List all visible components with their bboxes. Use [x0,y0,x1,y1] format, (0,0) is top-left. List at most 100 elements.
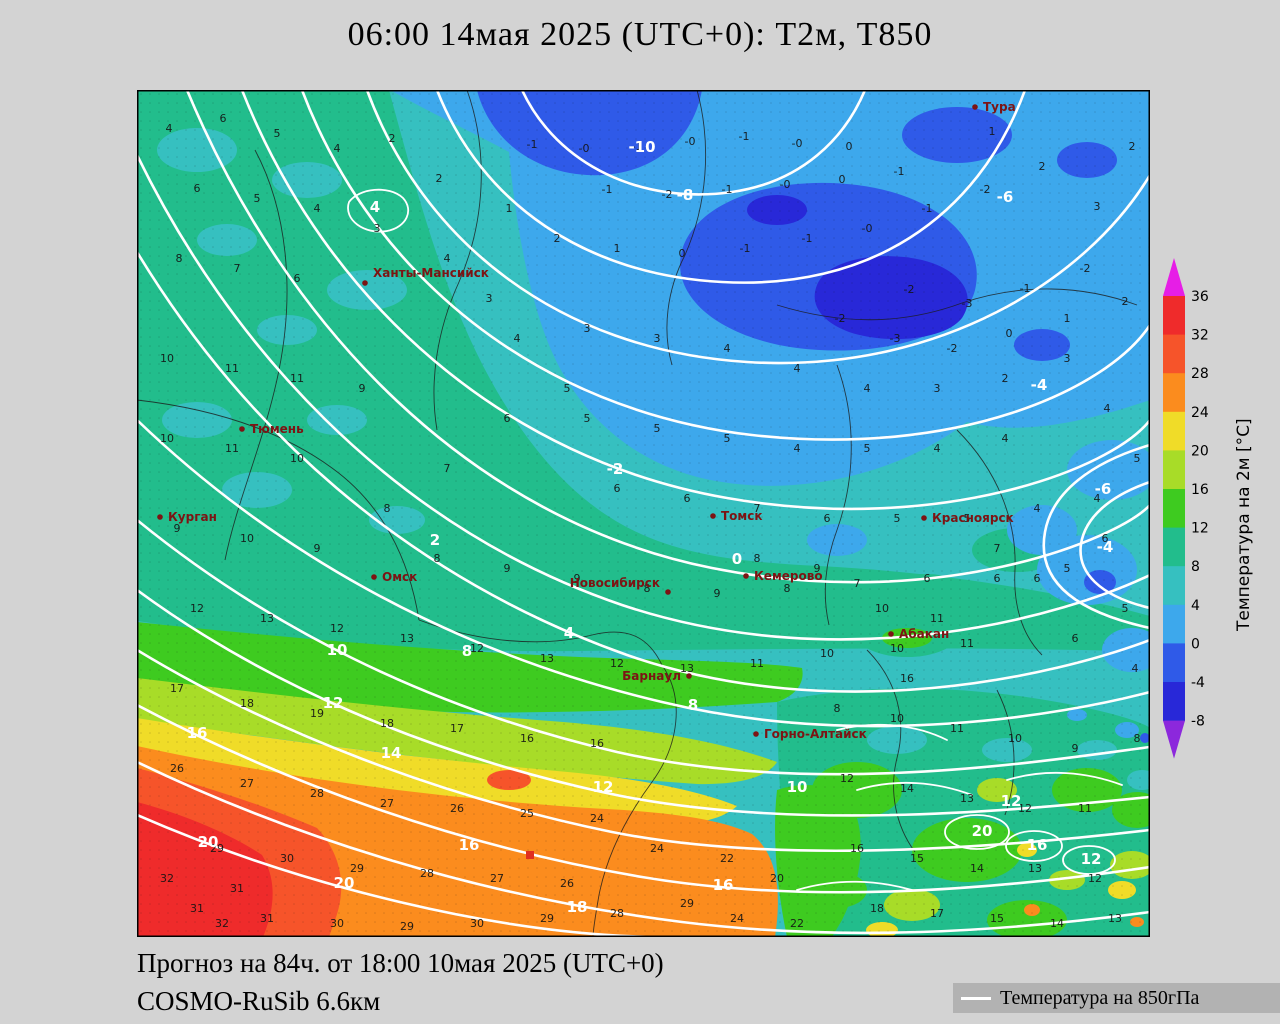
t2m-value: -0 [685,135,696,148]
t2m-value: 16 [900,672,914,685]
t850-contour-label: 20 [972,822,993,840]
t2m-value: 6 [504,412,511,425]
t2m-value: 17 [170,682,184,695]
t2m-value: 18 [240,697,254,710]
t2m-value: 30 [330,917,344,930]
t2m-value: 13 [260,612,274,625]
t2m-value: 11 [225,362,239,375]
t2m-value: 4 [314,202,321,215]
t2m-value: 2 [1002,372,1009,385]
t2m-value: 11 [960,637,974,650]
colorbar-segment [1163,682,1185,722]
colorbar-segment [1163,373,1185,413]
t2m-value: 30 [280,852,294,865]
city-label: Новосибирск [570,576,660,590]
t2m-value: 17 [450,722,464,735]
t2m-value: -3 [890,332,901,345]
t2m-value: -0 [862,222,873,235]
t2m-value: -2 [980,183,991,196]
colorbar-segment [1163,450,1185,490]
t2m-value: 32 [215,917,229,930]
t2m-value: 4 [864,382,871,395]
t2m-value: 31 [260,912,274,925]
t850-contour-label: 20 [198,833,219,851]
t2m-value: 8 [434,552,441,565]
t2m-value: 6 [614,482,621,495]
t2m-value: 29 [400,920,414,933]
t2m-value: 29 [350,862,364,875]
city-dot [710,513,716,519]
t2m-value: 12 [610,657,624,670]
t2m-value: 6 [924,572,931,585]
t2m-value: 2 [436,172,443,185]
t2m-value: 31 [230,882,244,895]
t2m-value: -2 [835,312,846,325]
t2m-value: 13 [1028,862,1042,875]
t2m-value: 16 [850,842,864,855]
t2m-value: 11 [750,657,764,670]
t2m-value: 6 [220,112,227,125]
t2m-value: -1 [602,183,613,196]
t2m-value: -1 [740,242,751,255]
city-dot [157,514,163,520]
city-dot [888,631,894,637]
t2m-value: 2 [554,232,561,245]
t2m-value: 3 [486,292,493,305]
t2m-value: 3 [934,382,941,395]
t2m-value: -1 [632,140,643,153]
t850-contour-label: 4 [370,198,380,216]
contour-labels-layer: -10-8 -6-4-202448810101212121416161618202… [187,138,1114,916]
colorbar-tick: 24 [1191,405,1209,421]
city-label: Курган [168,510,217,524]
t850-contour-label: 4 [564,624,574,642]
t2m-value: 5 [724,432,731,445]
t2m-value: -2 [904,283,915,296]
t2m-value: 11 [225,442,239,455]
t850-contour-label: -2 [607,460,624,478]
t2m-value: 1 [989,125,996,138]
t2m-value: 4 [1104,402,1111,415]
t2m-value: 1 [614,242,621,255]
t2m-value: 4 [166,122,173,135]
t2m-value: 9 [714,587,721,600]
colorbar-tick: 16 [1191,482,1209,498]
t2m-value: 24 [590,812,604,825]
t2m-value: 27 [380,797,394,810]
t2m-value: 11 [930,612,944,625]
t2m-value: 4 [934,442,941,455]
t2m-value: 1 [1064,312,1071,325]
t2m-value: 6 [1072,632,1079,645]
t2m-value: 0 [679,247,686,260]
t850-contour-label: -4 [1031,376,1048,394]
t2m-value: 4 [794,442,801,455]
colorbar-segment [1163,527,1185,567]
colorbar-tick: 36 [1191,289,1209,305]
t2m-value: 20 [770,872,784,885]
map-title: 06:00 14мая 2025 (UTC+0): Т2м, Т850 [347,16,933,53]
colorbar-axis-label: Температура на 2м [°C] [1234,418,1254,632]
t2m-value: 12 [1018,802,1032,815]
t2m-value: 5 [894,512,901,525]
t2m-value: 3 [374,222,381,235]
t2m-value: -2 [662,188,673,201]
city-dot [362,280,368,286]
t850-contour-label: 20 [334,874,355,892]
t2m-value: 3 [1064,352,1071,365]
t2m-value: 9 [1072,742,1079,755]
t2m-value: 7 [854,577,861,590]
t2m-value: 6 [994,572,1001,585]
model-info-line: COSMO-RuSib 6.6км [137,986,381,1016]
t2m-value: 10 [290,452,304,465]
contour-line-sample [961,996,991,1000]
t2m-value: 13 [1108,912,1122,925]
t2m-value: 10 [820,647,834,660]
colorbar-segment [1163,296,1185,336]
city-label: Ханты-Мансийск [373,266,489,280]
t2m-value: 6 [684,492,691,505]
t850-contour-label: -6 [997,188,1014,206]
t850-contour-label: 12 [323,694,344,712]
t2m-value: 11 [1078,802,1092,815]
t2m-value: 5 [584,412,591,425]
t850-contour-label: 10 [787,778,808,796]
cities-layer: Тура Ханты-Мансийск Тюмень Курган Омск Томск К… [157,100,1016,741]
